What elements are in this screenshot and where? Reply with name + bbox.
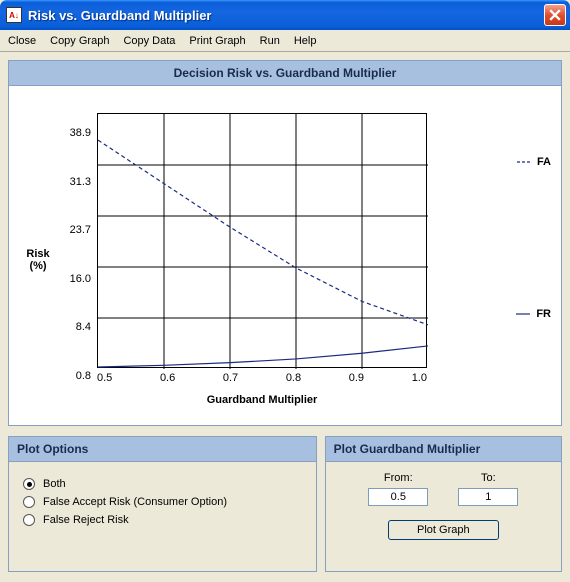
xtick: 0.9	[349, 372, 364, 384]
x-axis-label: Guardband Multiplier	[97, 394, 427, 406]
ytick: 8.4	[57, 321, 91, 333]
xtick: 0.5	[97, 372, 112, 384]
x-ticks: 0.5 0.6 0.7 0.8 0.9 1.0	[97, 372, 427, 384]
ytick: 16.0	[57, 273, 91, 285]
y-ticks: 38.9 31.3 23.7 16.0 8.4 0.8	[57, 127, 97, 382]
menu-run[interactable]: Run	[260, 35, 280, 47]
from-label: From:	[363, 472, 433, 484]
y-axis-label: Risk (%)	[19, 248, 57, 272]
ytick: 0.8	[57, 370, 91, 382]
ytick: 31.3	[57, 176, 91, 188]
xtick: 0.8	[286, 372, 301, 384]
xtick: 0.6	[160, 372, 175, 384]
menu-copy-graph[interactable]: Copy Graph	[50, 35, 109, 47]
plot-range-body: From: To: Plot Graph	[325, 462, 562, 572]
legend-label-fa: FA	[537, 156, 551, 168]
window-title: Risk vs. Guardband Multiplier	[28, 8, 544, 23]
radio-false-reject[interactable]: False Reject Risk	[23, 514, 302, 526]
radio-label: False Reject Risk	[43, 514, 129, 526]
menu-print-graph[interactable]: Print Graph	[189, 35, 245, 47]
radio-icon	[23, 514, 35, 526]
radio-false-accept[interactable]: False Accept Risk (Consumer Option)	[23, 496, 302, 508]
chart-title: Decision Risk vs. Guardband Multiplier	[8, 60, 562, 86]
legend-swatch-fr	[516, 310, 530, 318]
plot-options-body: Both False Accept Risk (Consumer Option)…	[8, 462, 317, 572]
ytick: 23.7	[57, 224, 91, 236]
chart-panel: Risk (%) 38.9 31.3 23.7 16.0 8.4 0.8 0.5…	[8, 86, 562, 426]
title-bar: A↓ Risk vs. Guardband Multiplier	[0, 0, 570, 30]
menu-copy-data[interactable]: Copy Data	[123, 35, 175, 47]
plot-options-title: Plot Options	[8, 436, 317, 462]
menu-bar: Close Copy Graph Copy Data Print Graph R…	[0, 30, 570, 52]
ytick: 38.9	[57, 127, 91, 139]
menu-close[interactable]: Close	[8, 35, 36, 47]
radio-both[interactable]: Both	[23, 478, 302, 490]
plot-graph-button[interactable]: Plot Graph	[388, 520, 499, 540]
xtick: 1.0	[412, 372, 427, 384]
xtick: 0.7	[223, 372, 238, 384]
to-input[interactable]	[458, 488, 518, 506]
close-icon	[549, 9, 561, 21]
plot-area	[97, 113, 427, 368]
app-icon: A↓	[6, 7, 22, 23]
legend-label-fr: FR	[536, 308, 551, 320]
from-input[interactable]	[368, 488, 428, 506]
radio-icon	[23, 478, 35, 490]
to-label: To:	[453, 472, 523, 484]
radio-label: Both	[43, 478, 66, 490]
close-button[interactable]	[544, 4, 566, 26]
menu-help[interactable]: Help	[294, 35, 317, 47]
legend-swatch-fa	[517, 158, 531, 166]
plot-range-title: Plot Guardband Multiplier	[325, 436, 562, 462]
radio-label: False Accept Risk (Consumer Option)	[43, 496, 227, 508]
radio-icon	[23, 496, 35, 508]
